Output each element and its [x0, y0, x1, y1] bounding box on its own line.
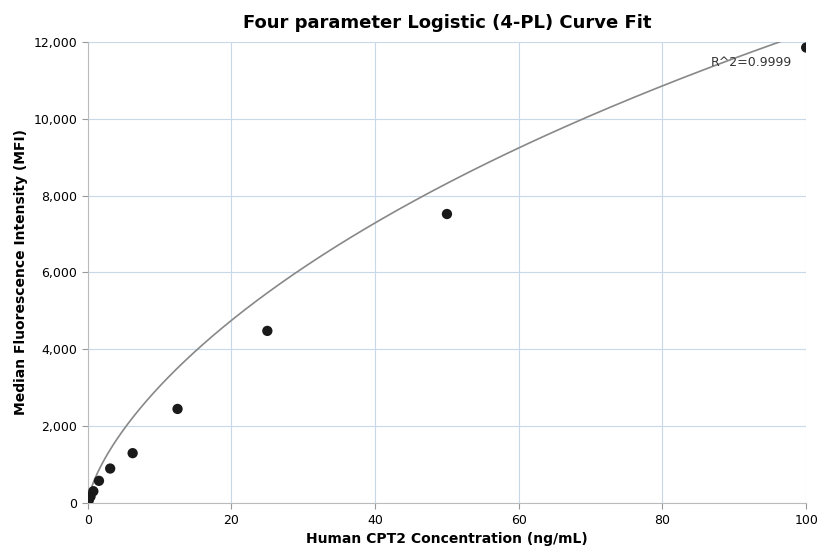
- X-axis label: Human CPT2 Concentration (ng/mL): Human CPT2 Concentration (ng/mL): [306, 532, 588, 546]
- Point: [103, 464, 116, 473]
- Point: [440, 209, 453, 218]
- Point: [92, 477, 106, 486]
- Y-axis label: Median Fluorescence Intensity (MFI): Median Fluorescence Intensity (MFI): [14, 129, 28, 416]
- Point: [82, 497, 95, 506]
- Point: [84, 492, 97, 501]
- Point: [87, 487, 100, 496]
- Title: Four parameter Logistic (4-PL) Curve Fit: Four parameter Logistic (4-PL) Curve Fit: [243, 14, 651, 32]
- Point: [171, 404, 184, 413]
- Point: [82, 494, 96, 503]
- Point: [260, 326, 274, 335]
- Point: [800, 43, 813, 52]
- Text: R^2=0.9999: R^2=0.9999: [711, 55, 792, 69]
- Point: [126, 449, 139, 458]
